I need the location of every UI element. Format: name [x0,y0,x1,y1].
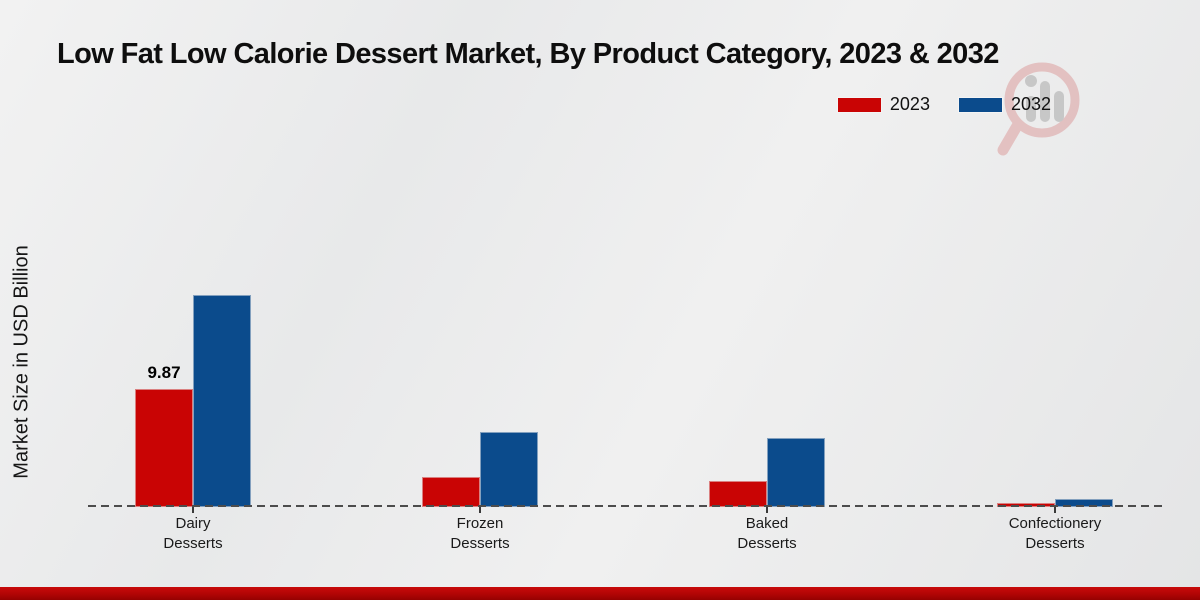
chart-bar-icon [1040,81,1050,122]
legend-item-2032: 2032 [957,94,1051,115]
legend-swatch-2023 [836,96,882,113]
legend: 2023 2032 [836,94,1051,115]
bar-2032-baked-desserts [767,438,825,507]
category-label-dairy-desserts: Dairy Desserts [163,515,223,553]
watermark-logo [997,62,1080,156]
category-label-frozen-desserts: Frozen Desserts [450,515,510,553]
x-axis-tick [479,507,481,513]
chart-bar-icon [1054,91,1064,122]
bar-2023-dairy-desserts [135,389,193,507]
x-axis-tick [766,507,768,513]
legend-item-2023: 2023 [836,94,930,115]
legend-label: 2032 [1010,94,1051,114]
magnifier-handle-icon [997,120,1023,156]
bar-2032-frozen-desserts [480,432,538,507]
category-label-baked-desserts: Baked Desserts [737,515,797,553]
x-axis-baseline [88,505,1163,507]
category-label-confectionery-desserts: Confectionery Desserts [1008,515,1102,553]
footer-accent-bar [0,587,1200,600]
chart-title: Low Fat Low Calorie Dessert Market, By P… [57,38,999,70]
bar-2023-baked-desserts [709,481,767,507]
bar-2023-frozen-desserts [422,477,480,507]
bar-2032-dairy-desserts [193,295,251,507]
x-axis-tick [192,507,194,513]
magnifier-ring-icon [1004,62,1080,138]
chart-dot-icon [1025,75,1037,87]
x-axis-tick [1054,507,1056,513]
bar-value-label: 9.87 [147,363,181,382]
legend-swatch-2032 [957,96,1003,113]
chart-bar-icon [1026,96,1036,122]
legend-label: 2023 [889,94,930,114]
